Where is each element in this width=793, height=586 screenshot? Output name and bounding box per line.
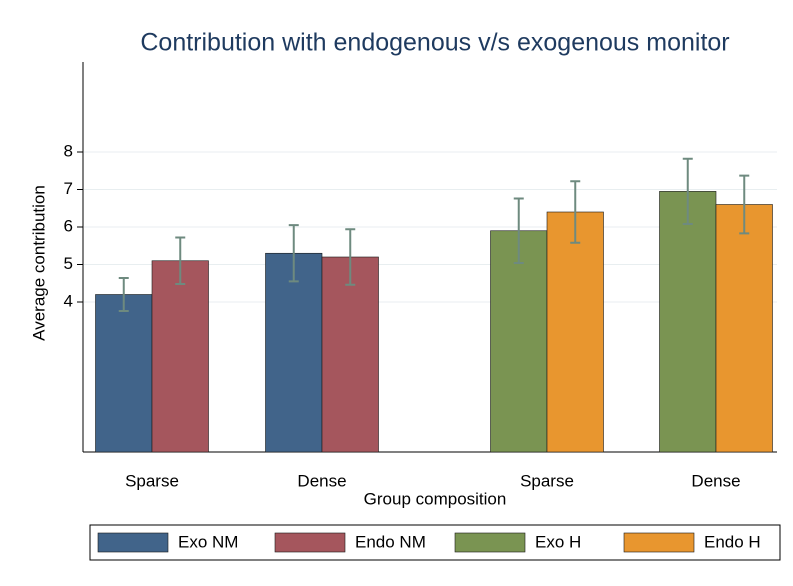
bar bbox=[490, 230, 548, 453]
legend-label: Exo NM bbox=[178, 532, 238, 551]
legend-swatch bbox=[623, 532, 695, 553]
bar bbox=[95, 294, 153, 453]
bar bbox=[265, 252, 323, 453]
bar bbox=[715, 204, 773, 453]
error-bar bbox=[513, 197, 524, 264]
x-tick-label: Sparse bbox=[520, 471, 574, 490]
error-bar bbox=[345, 228, 356, 286]
legend-swatch bbox=[454, 532, 526, 553]
legend-label: Endo NM bbox=[355, 532, 426, 551]
y-tick-label: 4 bbox=[64, 291, 73, 310]
y-tick-label: 6 bbox=[64, 216, 73, 235]
error-bar bbox=[739, 174, 750, 235]
bar bbox=[546, 211, 604, 453]
y-tick-label: 5 bbox=[64, 254, 73, 273]
error-bar bbox=[288, 224, 299, 283]
y-tick-label: 8 bbox=[64, 141, 73, 160]
y-tick-label: 7 bbox=[64, 179, 73, 198]
error-bar bbox=[570, 180, 581, 244]
legend-swatch bbox=[274, 532, 346, 553]
x-tick-label: Sparse bbox=[125, 471, 179, 490]
chart-title: Contribution with endogenous v/s exogeno… bbox=[140, 29, 729, 57]
y-axis-label: Average contribution bbox=[29, 185, 48, 341]
legend-box bbox=[89, 524, 781, 561]
legend-label: Endo H bbox=[704, 532, 761, 551]
error-bar bbox=[118, 277, 129, 312]
bar bbox=[659, 191, 717, 453]
x-axis-label: Group composition bbox=[364, 489, 507, 508]
bar bbox=[151, 260, 209, 453]
x-tick-label: Dense bbox=[297, 471, 346, 490]
error-bar bbox=[175, 236, 186, 285]
bar bbox=[321, 256, 379, 453]
x-tick-label: Dense bbox=[691, 471, 740, 490]
legend-swatch bbox=[97, 532, 169, 553]
error-bar bbox=[682, 157, 693, 225]
legend-label: Exo H bbox=[535, 532, 581, 551]
